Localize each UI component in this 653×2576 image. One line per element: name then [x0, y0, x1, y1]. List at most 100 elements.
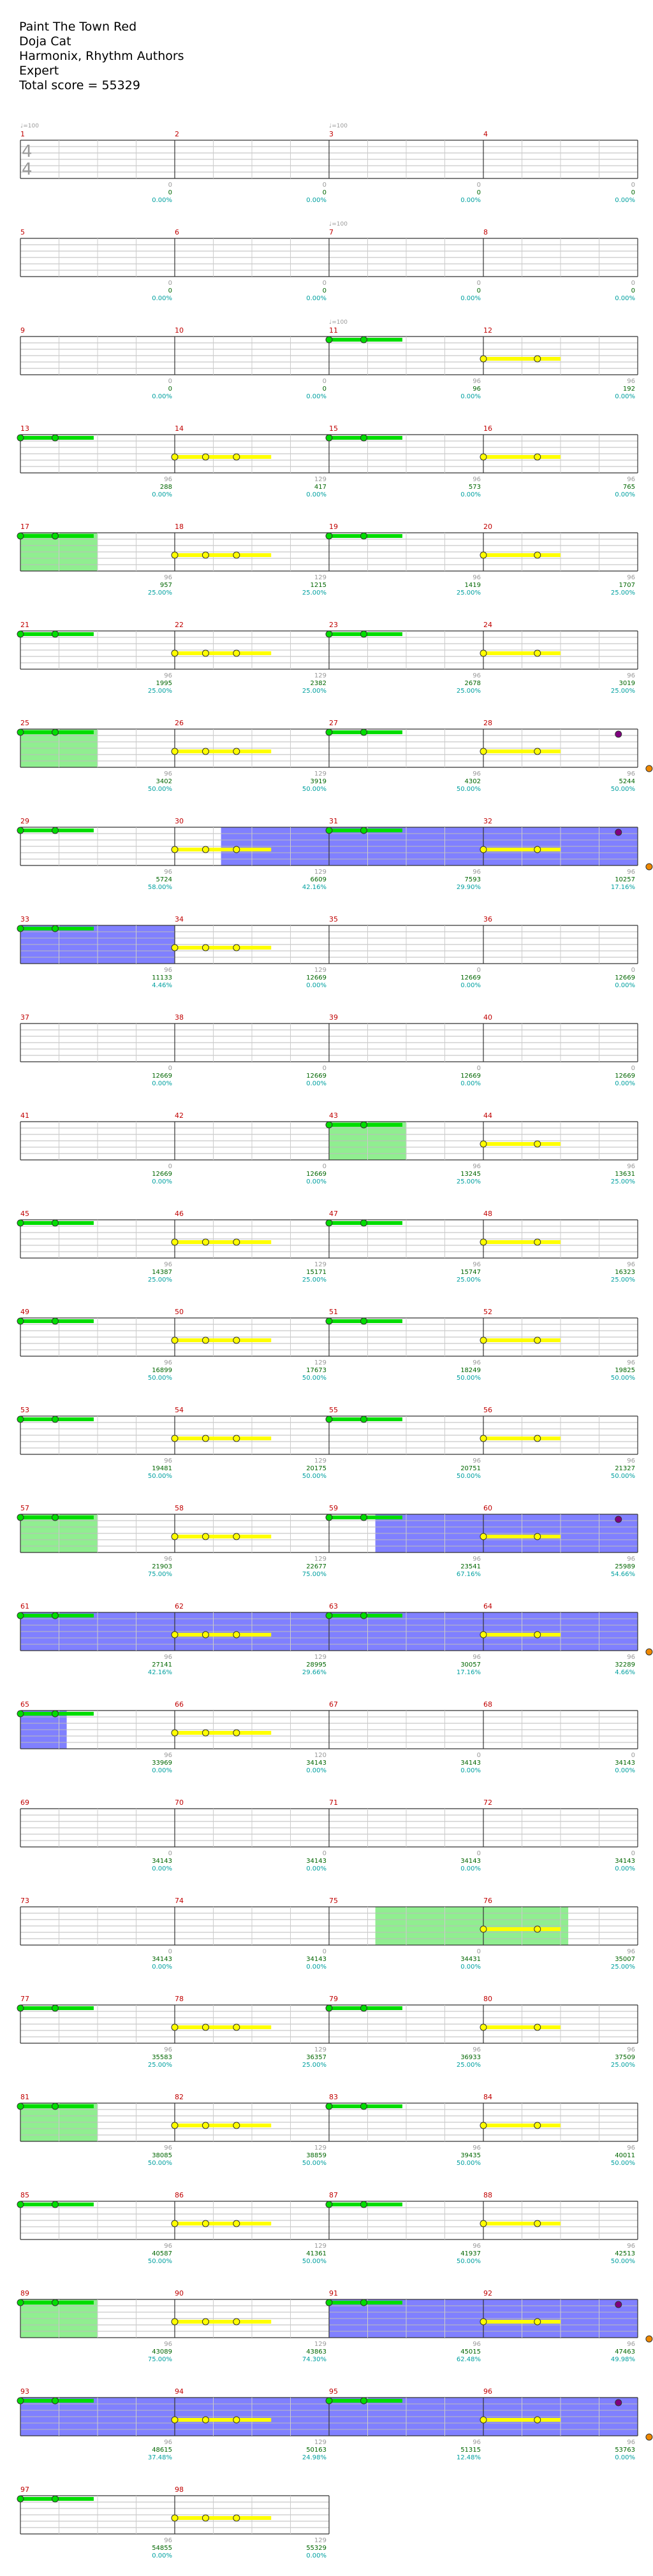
- note-yellow: [534, 551, 541, 559]
- measure-number: 46: [175, 1210, 184, 1218]
- measure-score: 13245: [460, 1171, 481, 1178]
- measure-score: 0: [323, 386, 326, 393]
- note-count: 96: [627, 2341, 635, 2348]
- note-green: [325, 2201, 333, 2208]
- overdrive-percent: 25.00%: [457, 590, 481, 597]
- measure-number: 86: [175, 2191, 184, 2199]
- note-count: 129: [314, 1458, 326, 1465]
- measure-number: 37: [20, 1013, 29, 1022]
- difficulty-label: Expert: [19, 64, 59, 78]
- measure-number: 53: [20, 1406, 29, 1414]
- overdrive-percent: 0.00%: [152, 1767, 172, 1774]
- overdrive-percent: 12.48%: [457, 2454, 481, 2461]
- overdrive-percent: 42.16%: [302, 884, 326, 891]
- note-count: 96: [164, 967, 172, 974]
- sustain-yellow: [175, 1535, 272, 1538]
- note-count: 0: [477, 1065, 481, 1072]
- overdrive-percent: 0.00%: [306, 393, 326, 400]
- note-yellow: [534, 1238, 541, 1246]
- measure-number: 76: [483, 1897, 492, 1905]
- note-yellow: [480, 1533, 487, 1540]
- note-count: 96: [473, 1556, 481, 1563]
- overdrive-percent: 24.98%: [302, 2454, 326, 2461]
- note-yellow: [202, 1729, 209, 1737]
- bpm-marker: ♩=100: [329, 123, 348, 129]
- measure-number: 94: [175, 2387, 184, 2396]
- overdrive-percent: 50.00%: [148, 1473, 172, 1480]
- purple-marker: [615, 1516, 622, 1523]
- overdrive-percent: 25.00%: [611, 1178, 635, 1185]
- overdrive-percent: 0.00%: [460, 197, 481, 204]
- measure-score: 12669: [306, 974, 326, 981]
- note-green: [325, 2102, 333, 2110]
- measure-score: 34143: [460, 1760, 481, 1767]
- overdrive-percent: 0.00%: [615, 1865, 635, 1872]
- note-count: 96: [164, 2341, 172, 2348]
- overdrive-percent: 25.00%: [148, 1277, 172, 1284]
- note-green: [360, 2397, 367, 2405]
- note-green: [325, 336, 333, 344]
- note-count: 96: [627, 2243, 635, 2250]
- measure-number: 98: [175, 2486, 184, 2494]
- overdrive-percent: 0.00%: [306, 1178, 326, 1185]
- overdrive-percent: 75.00%: [302, 1571, 326, 1578]
- note-yellow: [171, 2122, 179, 2129]
- song-title: Paint The Town Red: [19, 20, 137, 34]
- measure-number: 18: [175, 523, 184, 531]
- artist-name: Doja Cat: [19, 34, 71, 48]
- measure-number: 13: [20, 424, 29, 433]
- note-count: 0: [323, 1065, 326, 1072]
- note-yellow: [171, 1533, 179, 1540]
- note-yellow: [534, 649, 541, 657]
- measure-number: 52: [483, 1308, 492, 1316]
- note-count: 96: [164, 771, 172, 778]
- purple-marker: [615, 2301, 622, 2308]
- measure-score: 288: [160, 484, 172, 491]
- note-yellow: [233, 453, 240, 461]
- note-green: [325, 1612, 333, 1619]
- sustain-yellow: [175, 2418, 272, 2422]
- measure-score: 37509: [615, 2054, 635, 2061]
- overdrive-percent: 50.00%: [148, 2160, 172, 2167]
- measure-score: 3919: [311, 778, 326, 785]
- sustain-yellow: [483, 357, 561, 361]
- note-count: 129: [314, 1359, 326, 1366]
- note-green: [51, 2495, 59, 2503]
- note-yellow: [480, 1631, 487, 1639]
- note-count: 96: [473, 2439, 481, 2446]
- measure-score: 27141: [152, 1661, 172, 1668]
- measure-number: 11: [329, 326, 338, 335]
- note-count: 96: [627, 574, 635, 581]
- overdrive-percent: 25.00%: [302, 590, 326, 597]
- note-green: [17, 827, 24, 834]
- overdrive-percent: 0.00%: [460, 295, 481, 302]
- overdrive-percent: 58.00%: [148, 884, 172, 891]
- measure-number: 72: [483, 1798, 492, 1807]
- note-yellow: [534, 1435, 541, 1442]
- measure-number: 83: [329, 2093, 338, 2101]
- note-count: 0: [323, 1948, 326, 1955]
- measure-score: 16323: [615, 1269, 635, 1276]
- note-green: [325, 1121, 333, 1129]
- note-green: [360, 532, 367, 540]
- note-count: 0: [477, 1850, 481, 1857]
- overdrive-percent: 0.00%: [615, 393, 635, 400]
- measure-score: 39435: [460, 2152, 481, 2159]
- orange-marker: [645, 765, 653, 772]
- measure-number: 64: [483, 1602, 492, 1610]
- note-count: 96: [473, 476, 481, 483]
- measure-number: 73: [20, 1897, 29, 1905]
- overdrive-percent: 0.00%: [152, 2552, 172, 2559]
- note-count: 96: [164, 2439, 172, 2446]
- note-count: 96: [627, 2046, 635, 2053]
- measure-score: 0: [631, 189, 635, 196]
- measure-score: 34143: [152, 1858, 172, 1865]
- sustain-yellow: [175, 848, 272, 851]
- note-count: 96: [164, 1654, 172, 1661]
- note-count: 96: [473, 1359, 481, 1366]
- measure-number: 70: [175, 1798, 184, 1807]
- note-count: 96: [473, 378, 481, 385]
- measure-score: 2382: [311, 680, 326, 687]
- overdrive-percent: 37.48%: [148, 2454, 172, 2461]
- measure-score: 45015: [460, 2348, 481, 2355]
